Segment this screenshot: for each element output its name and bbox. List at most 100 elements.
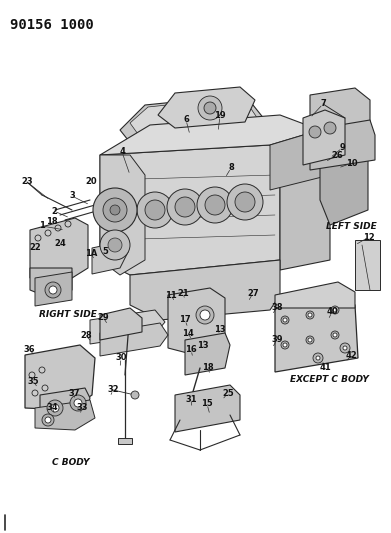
Text: 1A: 1A [85, 249, 97, 259]
Circle shape [49, 286, 57, 294]
Circle shape [55, 225, 61, 231]
Circle shape [110, 205, 120, 215]
Polygon shape [30, 268, 72, 298]
Text: 26: 26 [331, 150, 343, 159]
Text: 18: 18 [202, 362, 214, 372]
Circle shape [45, 230, 51, 236]
Text: 31: 31 [185, 394, 197, 403]
Polygon shape [130, 260, 280, 320]
Polygon shape [100, 308, 142, 340]
Text: 12: 12 [363, 232, 375, 241]
Circle shape [324, 122, 336, 134]
Circle shape [308, 338, 312, 342]
Text: 13: 13 [197, 341, 209, 350]
Circle shape [340, 343, 350, 353]
Text: 15: 15 [201, 400, 213, 408]
Text: 33: 33 [76, 402, 88, 411]
Text: 36: 36 [23, 344, 35, 353]
Polygon shape [185, 333, 230, 375]
Circle shape [32, 390, 38, 396]
Circle shape [313, 353, 323, 363]
Circle shape [29, 372, 35, 378]
Circle shape [167, 189, 203, 225]
Text: 19: 19 [214, 111, 226, 120]
Text: 2: 2 [51, 206, 57, 215]
Circle shape [204, 102, 216, 114]
Text: 18: 18 [46, 217, 58, 227]
Text: 17: 17 [179, 316, 191, 325]
Circle shape [100, 230, 130, 260]
Polygon shape [310, 120, 375, 170]
Circle shape [74, 399, 82, 407]
Circle shape [205, 195, 225, 215]
Circle shape [39, 367, 45, 373]
Circle shape [306, 336, 314, 344]
Circle shape [108, 238, 122, 252]
Text: 29: 29 [97, 312, 109, 321]
Text: 42: 42 [345, 351, 357, 360]
Text: 30: 30 [115, 353, 127, 362]
Polygon shape [120, 95, 265, 155]
Circle shape [333, 308, 337, 312]
Circle shape [93, 188, 137, 232]
Circle shape [51, 404, 59, 412]
Text: 13: 13 [214, 325, 226, 334]
Polygon shape [320, 118, 368, 225]
Circle shape [281, 341, 289, 349]
Text: 32: 32 [107, 385, 119, 394]
Polygon shape [275, 282, 355, 308]
Text: 28: 28 [80, 332, 92, 341]
Circle shape [308, 313, 312, 317]
Circle shape [283, 343, 287, 347]
Circle shape [103, 198, 127, 222]
Text: 25: 25 [222, 389, 234, 398]
Text: 16: 16 [185, 345, 197, 354]
Circle shape [42, 414, 54, 426]
Text: 35: 35 [27, 376, 39, 385]
Text: 27: 27 [247, 288, 259, 297]
Polygon shape [100, 155, 145, 275]
Polygon shape [158, 87, 255, 128]
Circle shape [145, 200, 165, 220]
Polygon shape [168, 288, 225, 355]
Circle shape [343, 346, 347, 350]
Circle shape [197, 187, 233, 223]
Circle shape [65, 221, 71, 227]
Text: 24: 24 [54, 238, 66, 247]
Polygon shape [303, 110, 345, 165]
Circle shape [196, 306, 214, 324]
Text: 20: 20 [85, 176, 97, 185]
Circle shape [70, 395, 86, 411]
Text: 41: 41 [319, 364, 331, 373]
Text: 3: 3 [69, 191, 75, 200]
Circle shape [200, 310, 210, 320]
Polygon shape [100, 323, 168, 356]
Text: C BODY: C BODY [52, 458, 90, 467]
Polygon shape [35, 400, 95, 430]
Polygon shape [100, 145, 280, 275]
Circle shape [306, 311, 314, 319]
Circle shape [316, 356, 320, 360]
Text: 11: 11 [165, 290, 177, 300]
Text: RIGHT SIDE: RIGHT SIDE [39, 310, 97, 319]
Circle shape [198, 96, 222, 120]
Text: 1: 1 [39, 222, 45, 230]
Text: 6: 6 [183, 116, 189, 125]
Polygon shape [270, 130, 330, 270]
Text: 8: 8 [228, 164, 234, 173]
Text: EXCEPT C BODY: EXCEPT C BODY [290, 375, 369, 384]
Text: 7: 7 [320, 100, 326, 109]
Circle shape [331, 331, 339, 339]
Circle shape [333, 333, 337, 337]
Polygon shape [92, 242, 128, 274]
Bar [355, 240, 380, 290]
Polygon shape [30, 218, 88, 278]
Circle shape [131, 391, 139, 399]
Text: 90156 1000: 90156 1000 [10, 18, 94, 32]
Polygon shape [310, 88, 370, 140]
Circle shape [235, 192, 255, 212]
Text: 4: 4 [119, 148, 125, 157]
Circle shape [47, 400, 63, 416]
Text: 34: 34 [46, 402, 58, 411]
Text: 9: 9 [339, 143, 345, 152]
